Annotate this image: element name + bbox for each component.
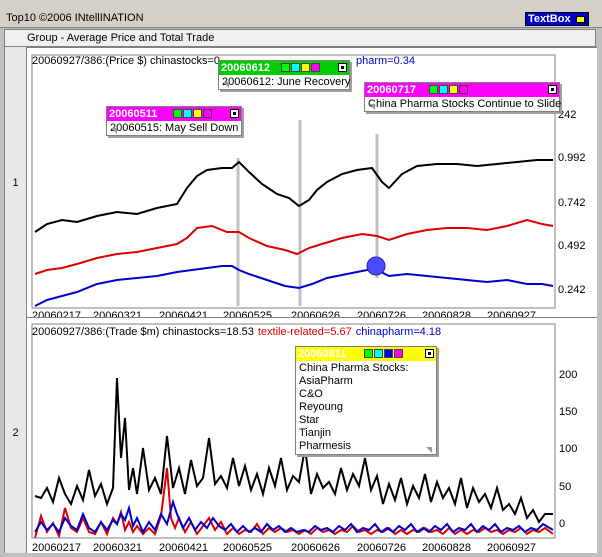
note-line: C&O: [299, 388, 323, 400]
note-text: 20060515: May Sell Down: [110, 122, 239, 134]
cyan-swatch-icon[interactable]: [374, 349, 383, 358]
note-text: China Pharma Stocks Continue to Slide: [368, 98, 562, 110]
note-date: 20060811: [298, 348, 347, 360]
magenta-swatch-icon[interactable]: [311, 63, 320, 72]
yellow-swatch-icon[interactable]: [193, 109, 202, 118]
note-body: China Pharma Stocks: AsiaPharm C&O Reyou…: [296, 361, 436, 454]
green-swatch-icon[interactable]: [281, 63, 290, 72]
magenta-swatch-icon[interactable]: [394, 349, 403, 358]
x-tick: 20060421: [159, 542, 208, 554]
note-resize-icon[interactable]: [111, 128, 117, 134]
trade-header-main: 20060927/386:(Trade $m) chinastocks=18.5…: [32, 326, 254, 338]
note-line: Pharmesis: [299, 440, 351, 452]
note-header[interactable]: 20060811: [296, 347, 436, 361]
note-aug[interactable]: 20060811 China Pharma Stocks: AsiaPharm …: [295, 346, 437, 455]
series-blue-price: [34, 265, 554, 307]
note-header[interactable]: 20060612: [219, 61, 349, 75]
textbox-button[interactable]: TextBox: [525, 12, 589, 26]
y-tick: 0: [559, 518, 565, 530]
trade-panel[interactable]: 20060927/386:(Trade $m) chinastocks=18.5…: [27, 317, 597, 554]
y-tick: 242: [558, 109, 576, 121]
x-tick: 20060828: [422, 542, 471, 554]
note-close-icon[interactable]: [548, 85, 557, 94]
note-date: 20060717: [367, 84, 416, 96]
note-header[interactable]: 20060717: [365, 83, 559, 97]
y-tick: 200: [559, 369, 577, 381]
magenta-swatch-icon[interactable]: [203, 109, 212, 118]
event-marker-dot[interactable]: [366, 256, 386, 276]
green-swatch-icon[interactable]: [173, 109, 182, 118]
price-header: 20060927/386:(Price $) chinastocks=0.: [32, 55, 223, 67]
trade-header-blue: chinapharm=4.18: [356, 326, 441, 338]
chart-group: Group - Average Price and Total Trade 1 …: [4, 29, 597, 554]
magenta-swatch-icon[interactable]: [459, 85, 468, 94]
note-line: Reyoung: [299, 401, 344, 413]
price-y-axis: 242 0.992 0.742 0.492 0.242: [558, 109, 586, 296]
y-tick: 0.242: [558, 284, 586, 296]
green-swatch-icon[interactable]: [364, 349, 373, 358]
series-black-price: [34, 159, 553, 233]
app-title: Top10 ©2006 INtellINATION: [6, 12, 144, 24]
y-tick: 0.992: [558, 152, 586, 164]
x-tick: 20060726: [357, 542, 406, 554]
trade-header: 20060927/386:(Trade $m) chinastocks=18.5…: [32, 326, 441, 338]
cyan-swatch-icon[interactable]: [183, 109, 192, 118]
group-title: Group - Average Price and Total Trade: [5, 30, 595, 47]
y-tick: 0.742: [558, 197, 586, 209]
trade-header-red: textile-related=5.67: [258, 326, 352, 338]
x-tick: 20060927: [487, 542, 536, 554]
yellow-swatch-icon[interactable]: [449, 85, 458, 94]
trade-x-axis: 20060217 20060321 20060421 20060525 2006…: [32, 537, 555, 554]
note-close-icon[interactable]: [338, 63, 347, 72]
note-close-icon[interactable]: [425, 349, 434, 358]
app-titlebar: Top10 ©2006 INtellINATION TextBox: [0, 0, 602, 28]
y-tick: 150: [559, 406, 577, 418]
cyan-swatch-icon[interactable]: [291, 63, 300, 72]
note-resize-icon[interactable]: [223, 82, 229, 88]
x-tick: 20060321: [93, 542, 142, 554]
note-header[interactable]: 20060511: [107, 107, 241, 121]
blue-swatch-icon[interactable]: [384, 349, 393, 358]
note-july[interactable]: 20060717 China Pharma Stocks Continue to…: [364, 82, 562, 112]
green-swatch-icon[interactable]: [429, 85, 438, 94]
x-tick: 20060525: [223, 542, 272, 554]
note-date: 20060511: [109, 108, 158, 120]
y-tick: 100: [559, 443, 577, 455]
cyan-swatch-icon[interactable]: [439, 85, 448, 94]
note-resize-icon[interactable]: [369, 104, 375, 110]
series-blue-trade: [34, 498, 554, 535]
price-header-tail: pharm=0.34: [356, 55, 415, 67]
note-may[interactable]: 20060511 20060515: May Sell Down: [106, 106, 242, 136]
note-resize-icon[interactable]: [426, 447, 432, 453]
note-line: AsiaPharm: [299, 375, 353, 387]
note-line: Star: [299, 414, 320, 426]
series-red-price: [34, 218, 554, 275]
note-text: 20060612: June Recovery: [222, 76, 351, 88]
note-date: 20060612: [221, 62, 270, 74]
trade-chart[interactable]: 20060927/386:(Trade $m) chinastocks=18.5…: [27, 318, 597, 554]
note-line: Tianjin: [299, 427, 331, 439]
note-line: China Pharma Stocks:: [299, 362, 409, 374]
note-close-icon[interactable]: [230, 109, 239, 118]
note-june[interactable]: 20060612 20060612: June Recovery: [218, 60, 350, 90]
y-tick: 50: [559, 481, 571, 493]
x-tick: 20060626: [291, 542, 340, 554]
y-tick: 0.492: [558, 240, 586, 252]
series-black-trade: [34, 377, 553, 524]
x-tick: 20060217: [32, 542, 81, 554]
row-label-2: 2: [5, 317, 27, 553]
yellow-swatch-icon[interactable]: [301, 63, 310, 72]
trade-y-axis: 200 150 100 50 0: [559, 369, 577, 530]
yellow-swatch-icon: [576, 16, 585, 23]
row-label-1: 1: [5, 47, 27, 317]
